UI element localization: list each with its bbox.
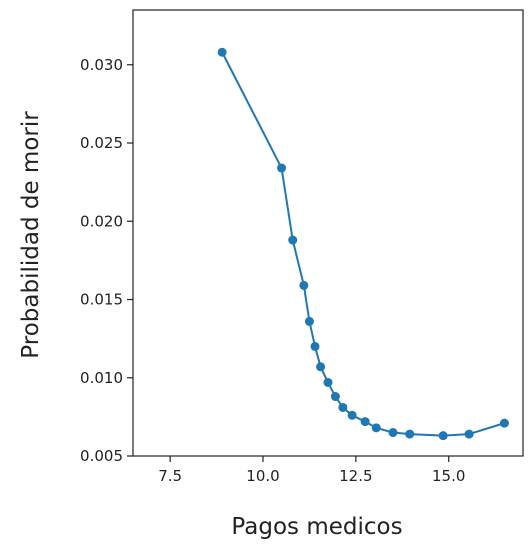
- y-tick-label: 0.010: [80, 369, 123, 387]
- data-point: [330, 392, 340, 402]
- data-layer: [217, 47, 509, 441]
- data-point: [288, 235, 298, 245]
- plot-frame: [132, 9, 524, 457]
- data-point: [438, 431, 448, 441]
- y-tick-label: 0.015: [80, 291, 123, 309]
- data-point: [299, 280, 309, 290]
- x-tick-label: 7.5: [158, 467, 182, 485]
- plot-area: [132, 9, 524, 457]
- data-point: [217, 47, 227, 57]
- x-tick-label: 10.0: [246, 467, 279, 485]
- y-tick-label: 0.005: [80, 447, 123, 465]
- y-tick-label: 0.020: [80, 212, 123, 230]
- data-point: [360, 417, 370, 427]
- y-axis-ticks: 0.005 0.010 0.015 0.020 0.025 0.030: [80, 56, 133, 465]
- data-point: [347, 410, 357, 420]
- x-axis-ticks: 7.5 10.0 12.5 15.0: [158, 456, 465, 485]
- data-point: [388, 428, 398, 438]
- series-line: [221, 51, 505, 437]
- data-point: [310, 341, 320, 351]
- data-point: [371, 423, 381, 433]
- data-point: [464, 429, 474, 439]
- data-point: [277, 163, 287, 173]
- data-point: [338, 402, 348, 412]
- data-point: [323, 377, 333, 387]
- x-tick-label: 15.0: [432, 467, 465, 485]
- data-point: [304, 316, 314, 326]
- y-tick-label: 0.025: [80, 134, 123, 152]
- x-tick-label: 12.5: [339, 467, 372, 485]
- data-point: [316, 362, 326, 372]
- data-point: [405, 429, 415, 439]
- x-axis-label: Pagos medicos: [231, 514, 402, 540]
- data-point: [499, 418, 509, 428]
- y-axis-label: Probabilidad de morir: [18, 111, 44, 359]
- y-tick-label: 0.030: [80, 56, 123, 74]
